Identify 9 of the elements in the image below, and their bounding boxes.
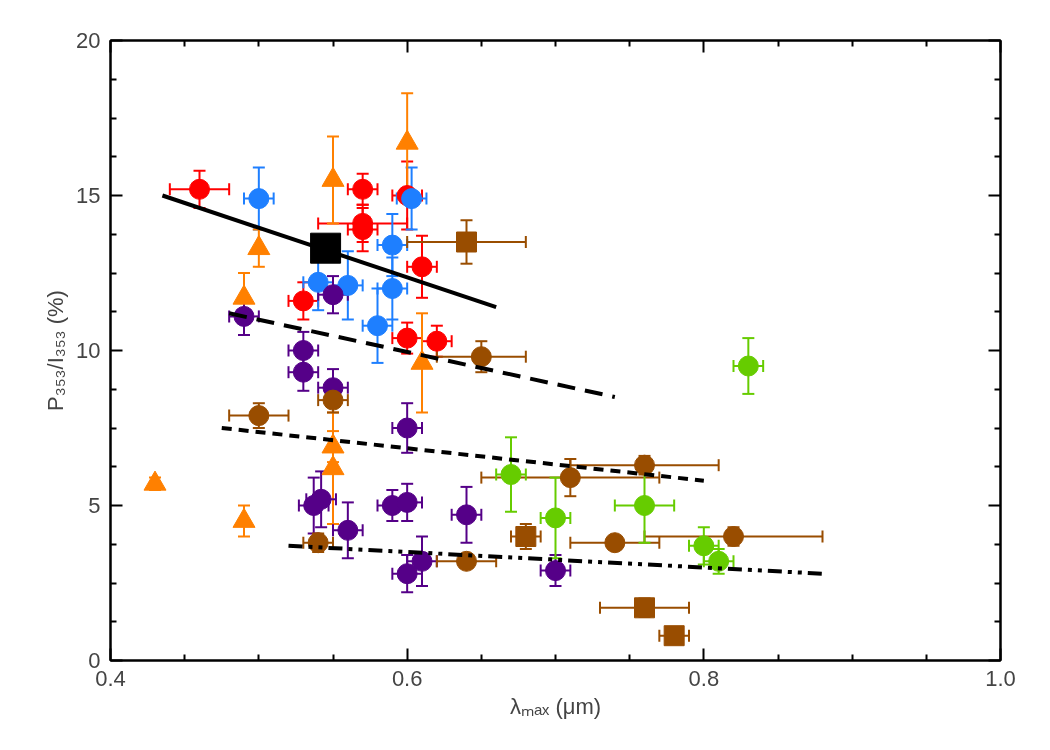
y-tick-label: 10	[76, 338, 101, 363]
x-axis-title: λₘₐₓ (μm)	[509, 693, 602, 719]
x-tick-label: 0.6	[391, 665, 423, 691]
x-tick-label: 1.0	[985, 665, 1016, 691]
y-tick-label: 5	[88, 493, 101, 518]
y-tick-label: 15	[76, 183, 101, 208]
y-axis-title: P₃₅₃/I₃₅₃ (%)	[43, 290, 69, 411]
x-tick-label: 0.8	[688, 665, 720, 691]
y-tick-label: 20	[76, 28, 101, 53]
